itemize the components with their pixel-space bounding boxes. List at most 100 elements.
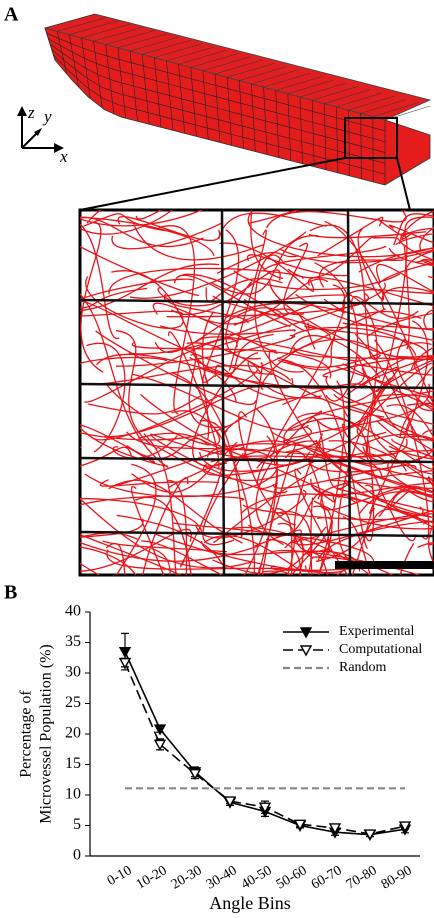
- fiber: [166, 292, 369, 318]
- x-tick-label: 20-30: [169, 863, 205, 892]
- fiber: [412, 364, 434, 392]
- fiber: [130, 485, 165, 575]
- fiber: [258, 443, 297, 575]
- fiber: [388, 247, 434, 267]
- fiber: [213, 453, 385, 543]
- fiber: [188, 278, 328, 325]
- fiber: [319, 259, 404, 288]
- x-tick-label: 40-50: [239, 863, 275, 892]
- mesh-line: [299, 82, 347, 98]
- fiber: [80, 546, 137, 575]
- marker: [363, 829, 377, 841]
- mesh-line: [93, 26, 143, 42]
- mesh-line: [348, 95, 395, 111]
- legend-marker: [299, 627, 313, 639]
- fiber: [80, 293, 169, 469]
- fiber: [387, 353, 434, 358]
- fiber: [317, 469, 434, 500]
- fiber: [80, 263, 220, 312]
- fiber: [377, 262, 434, 285]
- mesh-line: [324, 89, 371, 104]
- scale-bar: [335, 561, 434, 569]
- marker: [118, 657, 132, 670]
- marker: [153, 739, 167, 751]
- fiber: [254, 529, 314, 560]
- fiber: [80, 221, 104, 373]
- fiber: [333, 358, 434, 404]
- fiber: [375, 263, 434, 293]
- y-tick-label: 20: [65, 725, 81, 742]
- y-tick-label: 40: [65, 603, 81, 620]
- mesh-line: [227, 63, 275, 78]
- y-tick-label: 10: [65, 786, 81, 803]
- fiber: [320, 485, 410, 511]
- fiber: [308, 231, 427, 239]
- fiber: [247, 210, 406, 224]
- fiber: [203, 535, 307, 572]
- y-axis-label: Percentage of: [18, 690, 35, 778]
- fiber: [80, 300, 273, 376]
- fiber: [293, 509, 434, 546]
- x-tick-label: 60-70: [309, 863, 345, 892]
- fiber: [102, 540, 227, 553]
- y-axis-label: Microvessel Population (%): [38, 644, 55, 824]
- fiber: [309, 447, 434, 473]
- y-tick-label: 25: [65, 694, 81, 711]
- fiber: [86, 342, 126, 453]
- fiber: [210, 452, 396, 463]
- fiber: [302, 444, 434, 494]
- fiber: [316, 421, 352, 490]
- fiber: [132, 373, 310, 431]
- fiber: [186, 342, 385, 418]
- fiber: [167, 331, 220, 470]
- fiber: [295, 293, 434, 342]
- mesh-line: [81, 23, 131, 39]
- marker: [398, 821, 412, 833]
- fiber: [377, 216, 434, 237]
- fiber: [85, 276, 184, 329]
- fiber: [115, 463, 157, 575]
- fiber: [307, 276, 434, 307]
- fiber: [111, 270, 210, 440]
- y-tick-label: 30: [65, 664, 81, 681]
- fiber: [288, 417, 368, 458]
- mesh-line: [312, 86, 359, 101]
- mesh-line: [287, 79, 335, 94]
- fiber: [278, 336, 336, 371]
- marker: [258, 802, 272, 814]
- mesh-line: [336, 92, 383, 108]
- fiber: [163, 293, 249, 324]
- mesh-line: [190, 53, 239, 68]
- zoom-box: [344, 117, 398, 159]
- fiber: [265, 210, 407, 229]
- fiber: [80, 287, 148, 309]
- fiber: [293, 347, 434, 361]
- fiber: [390, 487, 434, 508]
- fiber: [368, 312, 434, 337]
- fiber: [171, 410, 255, 575]
- mesh-line: [239, 66, 287, 81]
- grid-edge: [79, 298, 434, 306]
- fiber: [131, 341, 331, 379]
- fiber: [400, 210, 434, 240]
- mesh-line: [178, 49, 227, 65]
- fiber: [359, 491, 434, 514]
- mesh-line: [129, 36, 179, 52]
- fiber: [389, 224, 434, 244]
- fiber: [228, 229, 267, 371]
- fiber: [142, 477, 189, 575]
- mesh-line: [166, 46, 215, 62]
- grid-edge: [346, 209, 352, 576]
- fiber: [105, 383, 221, 446]
- fiber: [277, 523, 296, 575]
- fiber: [80, 210, 203, 227]
- fiber: [254, 254, 304, 373]
- fiber: [89, 369, 258, 441]
- fiber: [188, 353, 228, 429]
- grid-edge: [79, 382, 434, 390]
- fiber: [80, 446, 82, 448]
- fibers: [80, 210, 434, 575]
- fiber: [84, 460, 278, 498]
- grid-edge: [79, 530, 434, 538]
